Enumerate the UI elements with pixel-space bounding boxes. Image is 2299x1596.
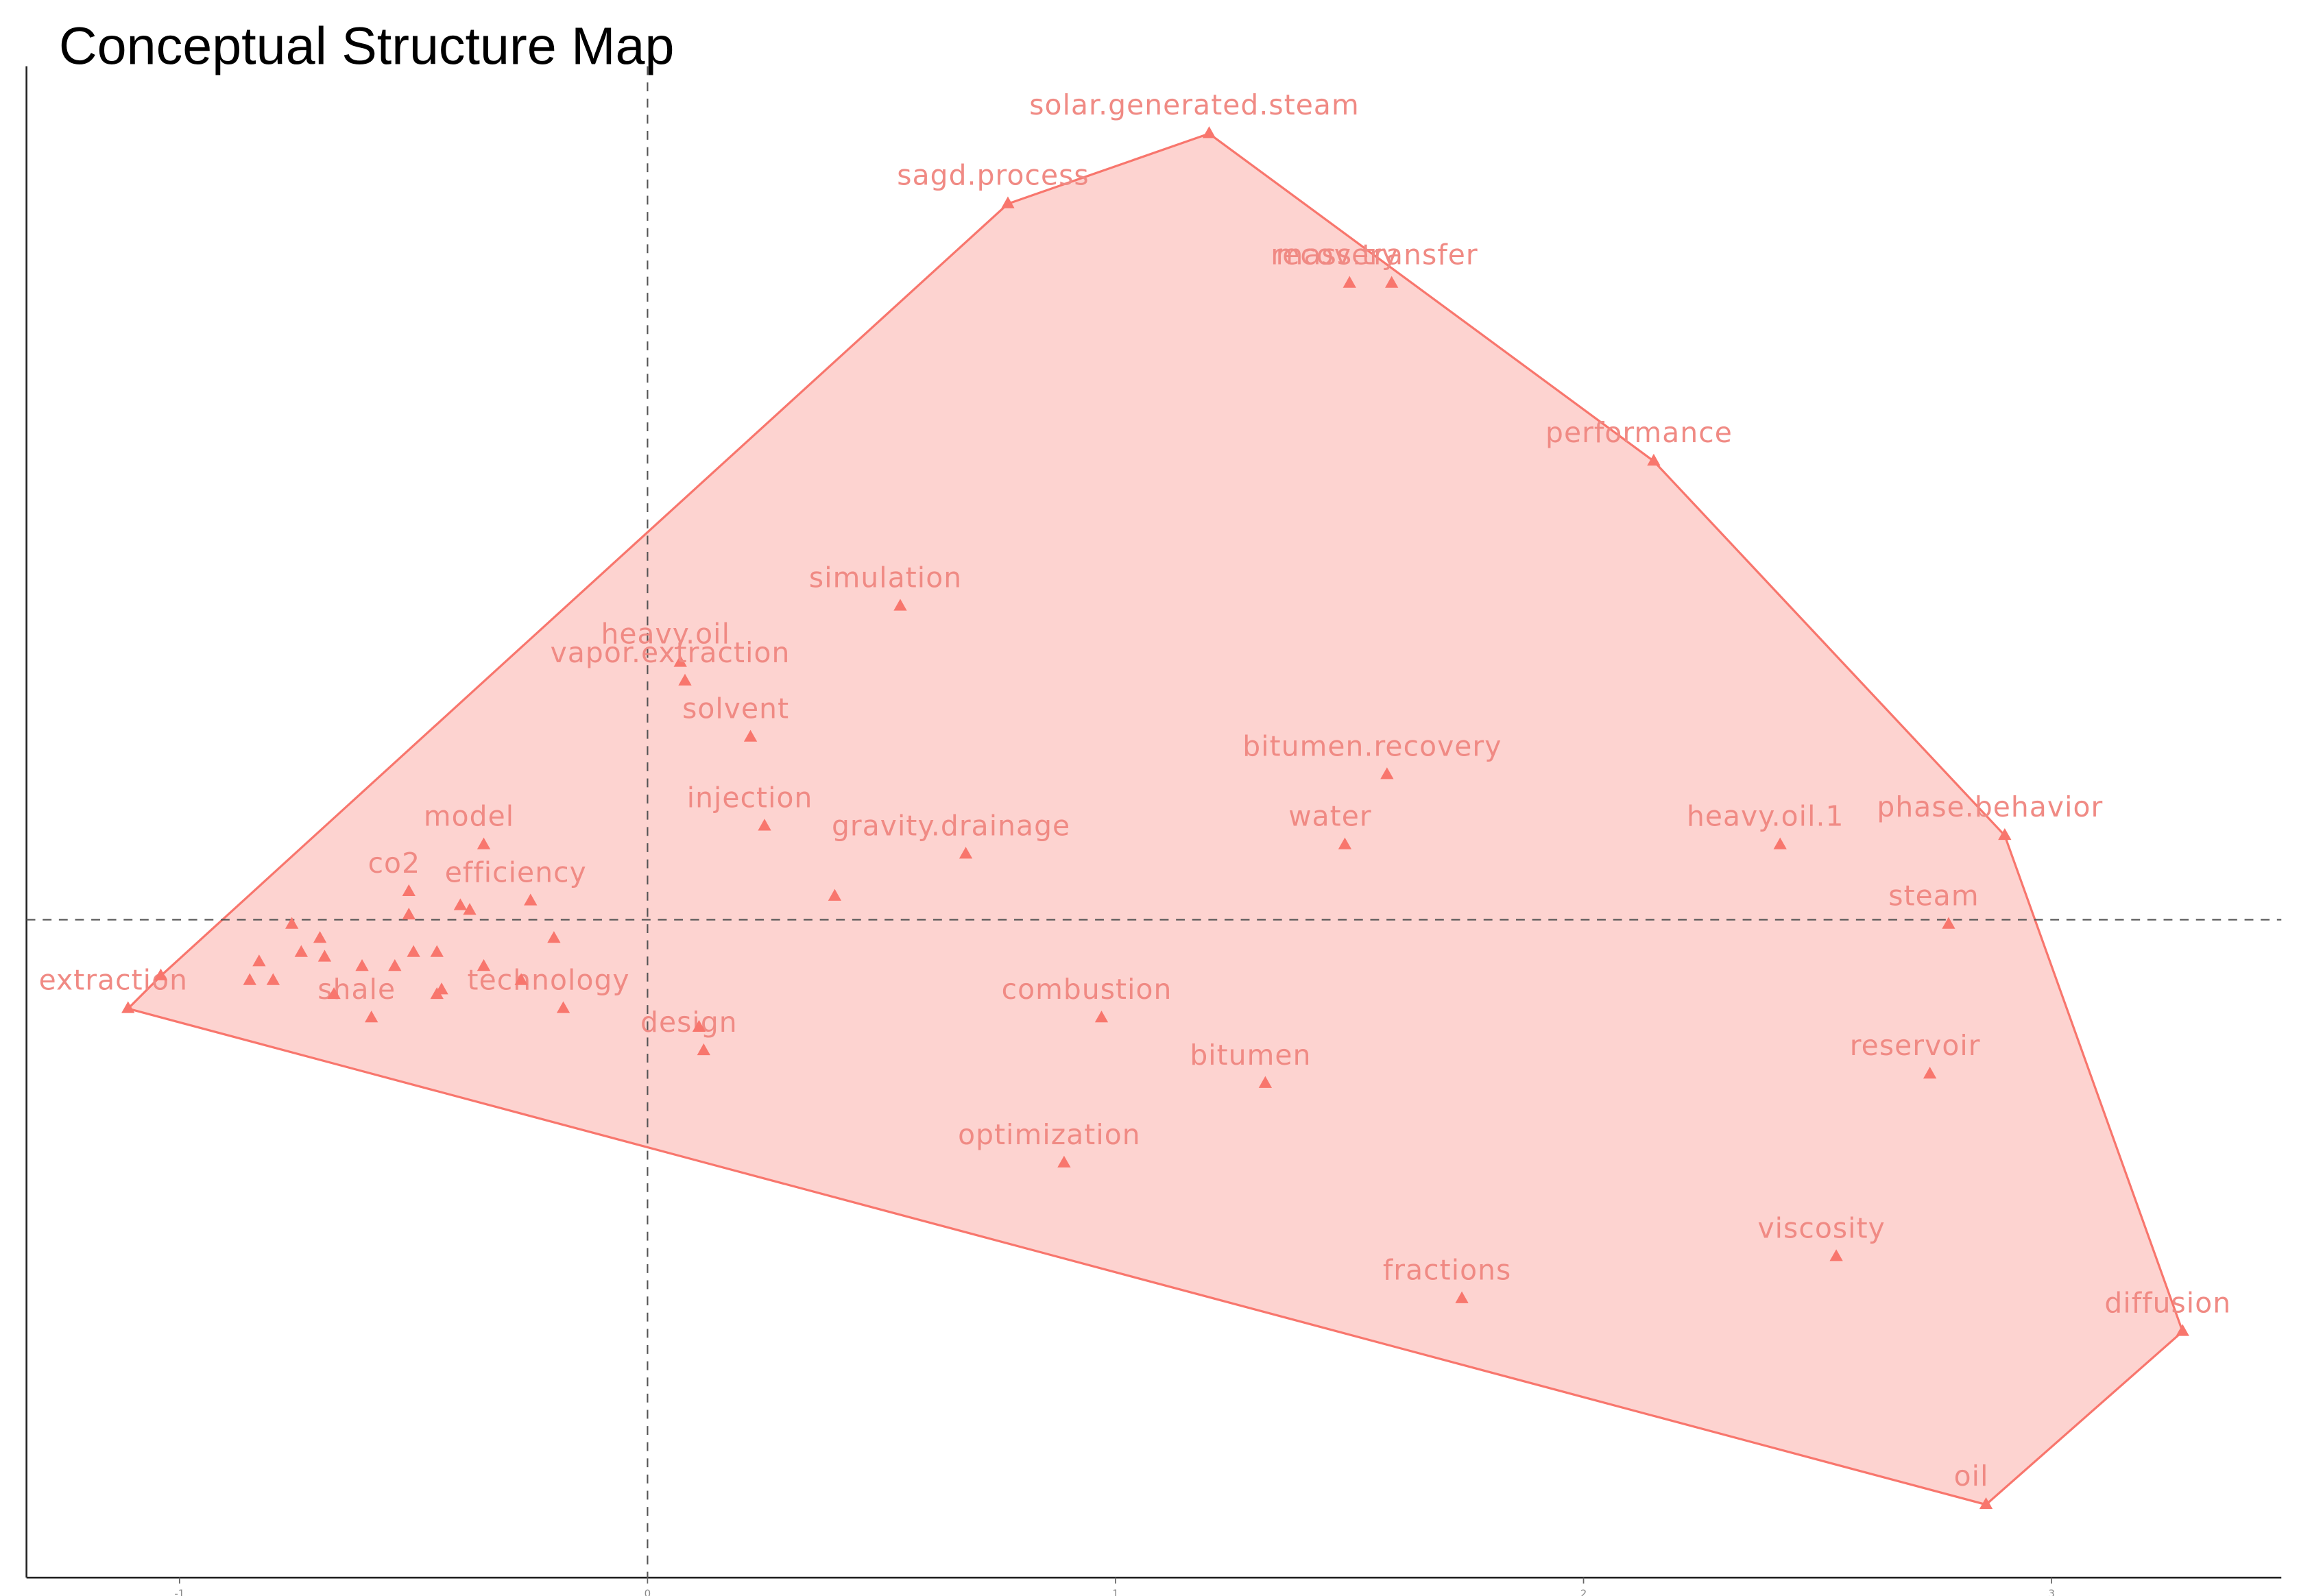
point-label: heavy.oil.1 — [1687, 800, 1844, 833]
point — [1380, 767, 1394, 779]
point — [294, 945, 308, 957]
point-label: simulation — [809, 561, 962, 594]
point — [463, 903, 477, 915]
point — [407, 945, 420, 957]
point — [313, 931, 327, 943]
point-label: oil — [1954, 1460, 1989, 1492]
point — [2176, 1324, 2189, 1336]
point — [430, 945, 444, 957]
point-label: shale — [317, 973, 396, 1006]
x-tick-label: 3 — [2048, 1587, 2055, 1596]
x-tick-label: 1 — [1112, 1587, 1119, 1596]
point-label: phase.behavior — [1877, 790, 2103, 823]
point-label: solar.generated.steam — [1029, 88, 1360, 121]
point-label: gravity.drainage — [832, 809, 1070, 842]
point — [121, 1001, 135, 1013]
point — [1258, 1076, 1273, 1088]
point — [828, 888, 842, 901]
point — [327, 987, 341, 1000]
point — [430, 987, 444, 1000]
point — [453, 898, 468, 910]
point-label: heavy.oil — [601, 618, 730, 651]
chart-title: Conceptual Structure Map — [59, 16, 675, 75]
point — [1001, 196, 1015, 208]
point-label: recovery — [1271, 239, 1399, 271]
point-label: sagd.process — [897, 159, 1089, 192]
point-label: technology — [468, 964, 630, 997]
point — [1343, 276, 1356, 288]
point-label: model — [424, 800, 514, 833]
x-tick-label: 2 — [1580, 1587, 1587, 1596]
point — [959, 847, 973, 859]
point — [1338, 837, 1352, 849]
point — [252, 954, 266, 967]
point-label: solvent — [682, 692, 789, 725]
point — [402, 907, 416, 920]
point-label: injection — [687, 781, 813, 814]
point — [477, 959, 491, 971]
point — [678, 673, 692, 686]
point-label: optimization — [958, 1118, 1141, 1151]
point — [1942, 917, 1955, 929]
point — [1773, 837, 1787, 849]
point — [1094, 1011, 1109, 1023]
point-label: performance — [1545, 416, 1733, 449]
point-label: co2 — [368, 847, 421, 880]
point — [266, 973, 280, 985]
point — [402, 884, 416, 897]
point-label: reservoir — [1850, 1029, 1981, 1062]
point-label: vapor.extraction — [551, 636, 791, 669]
point — [317, 950, 332, 962]
point — [365, 1011, 378, 1023]
point — [285, 917, 299, 929]
point — [1923, 1067, 1937, 1079]
point — [1385, 276, 1399, 288]
point — [743, 729, 758, 742]
point-label: mass.transfer — [1276, 239, 1478, 271]
point — [514, 973, 528, 985]
point — [355, 959, 369, 971]
point — [1202, 126, 1216, 138]
point — [1979, 1497, 1993, 1510]
point-label: diffusion — [2104, 1287, 2231, 1320]
x-tick-label: -1 — [174, 1587, 184, 1596]
point-label: combustion — [1002, 973, 1172, 1006]
point — [1647, 453, 1661, 466]
point — [547, 931, 561, 943]
point — [388, 959, 402, 971]
point-label: bitumen — [1190, 1039, 1311, 1072]
x-tick-label: 0 — [645, 1587, 651, 1596]
point-label: design — [640, 1006, 738, 1039]
point — [758, 819, 771, 831]
point — [477, 837, 491, 849]
point — [243, 973, 256, 985]
point — [893, 598, 907, 611]
point — [154, 968, 168, 980]
point — [1998, 827, 2012, 841]
point-label: fractions — [1383, 1254, 1512, 1287]
point — [1057, 1155, 1071, 1168]
point-label: steam — [1888, 880, 1979, 912]
point — [524, 893, 538, 906]
point-label: viscosity — [1757, 1211, 1885, 1244]
point — [697, 1043, 710, 1056]
point — [692, 1019, 706, 1032]
point — [1455, 1291, 1469, 1303]
point-label: water — [1288, 800, 1372, 833]
point — [556, 1001, 570, 1013]
point-label: bitumen.recovery — [1242, 729, 1502, 762]
point — [1829, 1249, 1843, 1261]
point-label: efficiency — [445, 856, 587, 889]
point — [673, 655, 687, 667]
